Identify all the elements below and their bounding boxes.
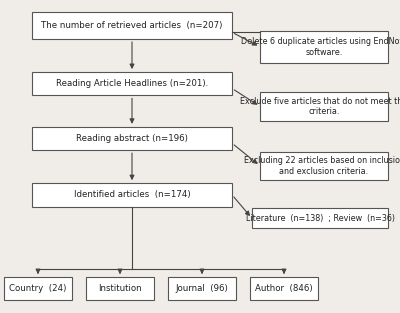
FancyBboxPatch shape [32, 183, 232, 207]
FancyBboxPatch shape [32, 72, 232, 95]
FancyBboxPatch shape [32, 127, 232, 150]
Text: Institution: Institution [98, 284, 142, 293]
FancyBboxPatch shape [252, 208, 388, 228]
Text: Country  (24): Country (24) [9, 284, 67, 293]
FancyBboxPatch shape [260, 31, 388, 63]
FancyBboxPatch shape [260, 152, 388, 180]
FancyBboxPatch shape [250, 277, 318, 300]
Text: The number of retrieved articles  (n=207): The number of retrieved articles (n=207) [41, 21, 223, 30]
Text: Identified articles  (n=174): Identified articles (n=174) [74, 190, 190, 199]
Text: Reading abstract (n=196): Reading abstract (n=196) [76, 134, 188, 143]
Text: Literature  (n=138)  ; Review  (n=36): Literature (n=138) ; Review (n=36) [246, 214, 394, 223]
FancyBboxPatch shape [4, 277, 72, 300]
Text: Journal  (96): Journal (96) [176, 284, 228, 293]
Text: Author  (846): Author (846) [255, 284, 313, 293]
Text: Reading Article Headlines (n=201).: Reading Article Headlines (n=201). [56, 79, 208, 88]
Text: Exclude five articles that do not meet the
criteria.: Exclude five articles that do not meet t… [240, 97, 400, 116]
Text: Delete 6 duplicate articles using EndNote
software.: Delete 6 duplicate articles using EndNot… [241, 37, 400, 57]
FancyBboxPatch shape [168, 277, 236, 300]
FancyBboxPatch shape [260, 92, 388, 121]
Text: Excluding 22 articles based on inclusion
and exclusion criteria.: Excluding 22 articles based on inclusion… [244, 156, 400, 176]
FancyBboxPatch shape [86, 277, 154, 300]
FancyBboxPatch shape [32, 12, 232, 39]
